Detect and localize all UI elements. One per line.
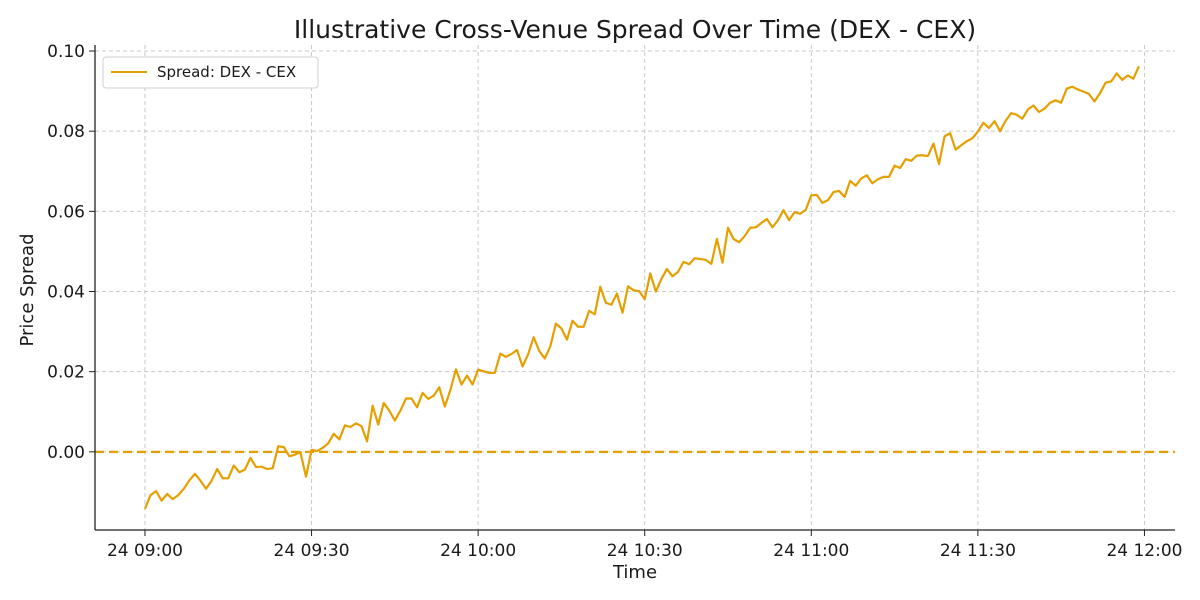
x-tick-label: 24 09:30 xyxy=(274,541,350,561)
grid-layer xyxy=(95,45,1175,530)
series-layer xyxy=(143,65,1140,510)
x-axis-label: Time xyxy=(612,562,657,583)
y-tick-labels: 0.00 0.02 0.04 0.06 0.08 0.10 xyxy=(47,42,85,463)
y-tick-label: 0.08 xyxy=(47,122,85,142)
x-tick-label: 24 10:00 xyxy=(440,541,516,561)
y-tick-label: 0.06 xyxy=(47,202,85,222)
y-tick-label: 0.00 xyxy=(47,443,85,463)
axes-layer xyxy=(89,45,1175,536)
series-line-spread xyxy=(143,65,1140,510)
chart-title: Illustrative Cross-Venue Spread Over Tim… xyxy=(294,15,976,44)
x-tick-labels: 24 09:00 24 09:30 24 10:00 24 10:30 24 11:00… xyxy=(107,541,1183,561)
legend-box xyxy=(102,56,319,89)
legend-label: Spread: DEX - CEX xyxy=(157,63,296,81)
x-tick-label: 24 09:00 xyxy=(107,541,183,561)
y-tick-label: 0.04 xyxy=(47,283,85,303)
x-tick-label: 24 10:30 xyxy=(607,541,683,561)
legend: Spread: DEX - CEX xyxy=(102,56,319,89)
y-tick-label: 0.10 xyxy=(47,42,85,62)
x-tick-label: 24 11:30 xyxy=(940,541,1016,561)
y-axis-label: Price Spread xyxy=(17,233,38,346)
x-tick-label: 24 11:00 xyxy=(773,541,849,561)
x-tick-label: 24 12:00 xyxy=(1106,541,1182,561)
y-tick-label: 0.02 xyxy=(47,363,85,383)
